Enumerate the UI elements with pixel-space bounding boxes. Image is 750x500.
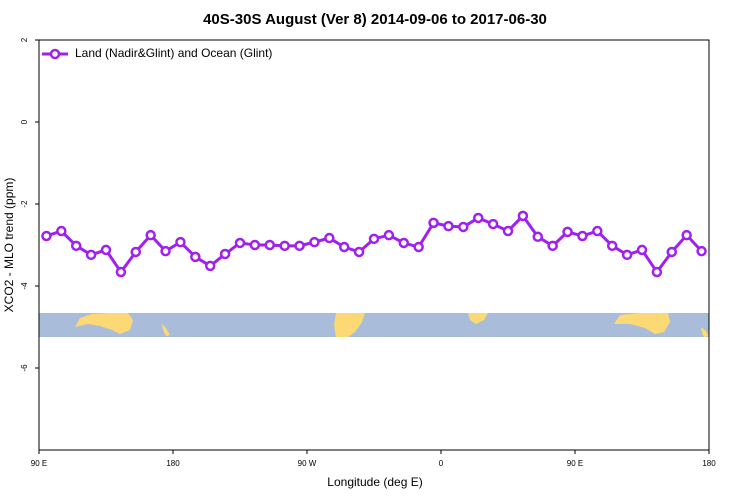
point [160,245,171,257]
point [502,225,514,237]
point [249,239,261,251]
point [204,260,216,272]
x-tick-label: 180 [702,459,716,468]
y-tick-label: -2 [20,200,29,208]
y-tick-label: -6 [20,364,29,372]
point [234,237,246,249]
y-axis-label: XCO2 - MLO trend (ppm) [2,178,16,313]
point [279,240,290,252]
x-tick-label: 0 [439,459,444,468]
point [338,241,350,253]
point [413,241,424,253]
point [41,230,52,242]
point [368,233,380,245]
point [636,244,648,256]
point [219,248,231,260]
point [651,266,663,278]
point [294,240,305,252]
point [264,239,276,251]
point [56,225,67,237]
point [592,225,603,237]
legend-marker [49,48,61,60]
point [517,210,529,222]
map-strip [39,313,709,337]
point [115,266,127,278]
point [443,220,454,232]
y-tick-label: -4 [20,282,29,290]
chart-title: 40S-30S August (Ver 8) 2014-09-06 to 201… [203,11,547,28]
point [190,251,201,263]
point [309,236,320,248]
point [130,246,142,258]
point [324,232,335,244]
y-tick-label: 0 [20,119,29,124]
x-axis-label: Longitude (deg E) [327,475,422,489]
point [100,244,112,256]
point [696,245,707,257]
y-tick-label: 2 [20,37,29,42]
point [547,240,558,252]
point [175,236,186,248]
x-tick-label: 90 E [567,459,583,468]
point [70,240,82,252]
x-tick-label: 90 E [31,459,47,468]
point [577,230,588,242]
legend: Land (Nadir&Glint) and Ocean (Glint) [42,46,272,60]
plot-frame [38,39,710,451]
legend-label: Land (Nadir&Glint) and Ocean (Glint) [75,46,272,60]
point [562,226,573,238]
point [85,249,97,261]
point [487,218,499,230]
point [472,212,484,224]
point [666,246,678,258]
point [428,217,439,229]
point [383,229,395,241]
x-tick-label: 180 [166,459,180,468]
point [606,240,618,252]
point [681,229,692,241]
point [621,249,633,261]
point [458,221,469,233]
point [145,229,156,241]
point [353,246,365,258]
point [532,231,544,243]
x-tick-label: 90 W [298,459,317,468]
point [398,237,410,249]
